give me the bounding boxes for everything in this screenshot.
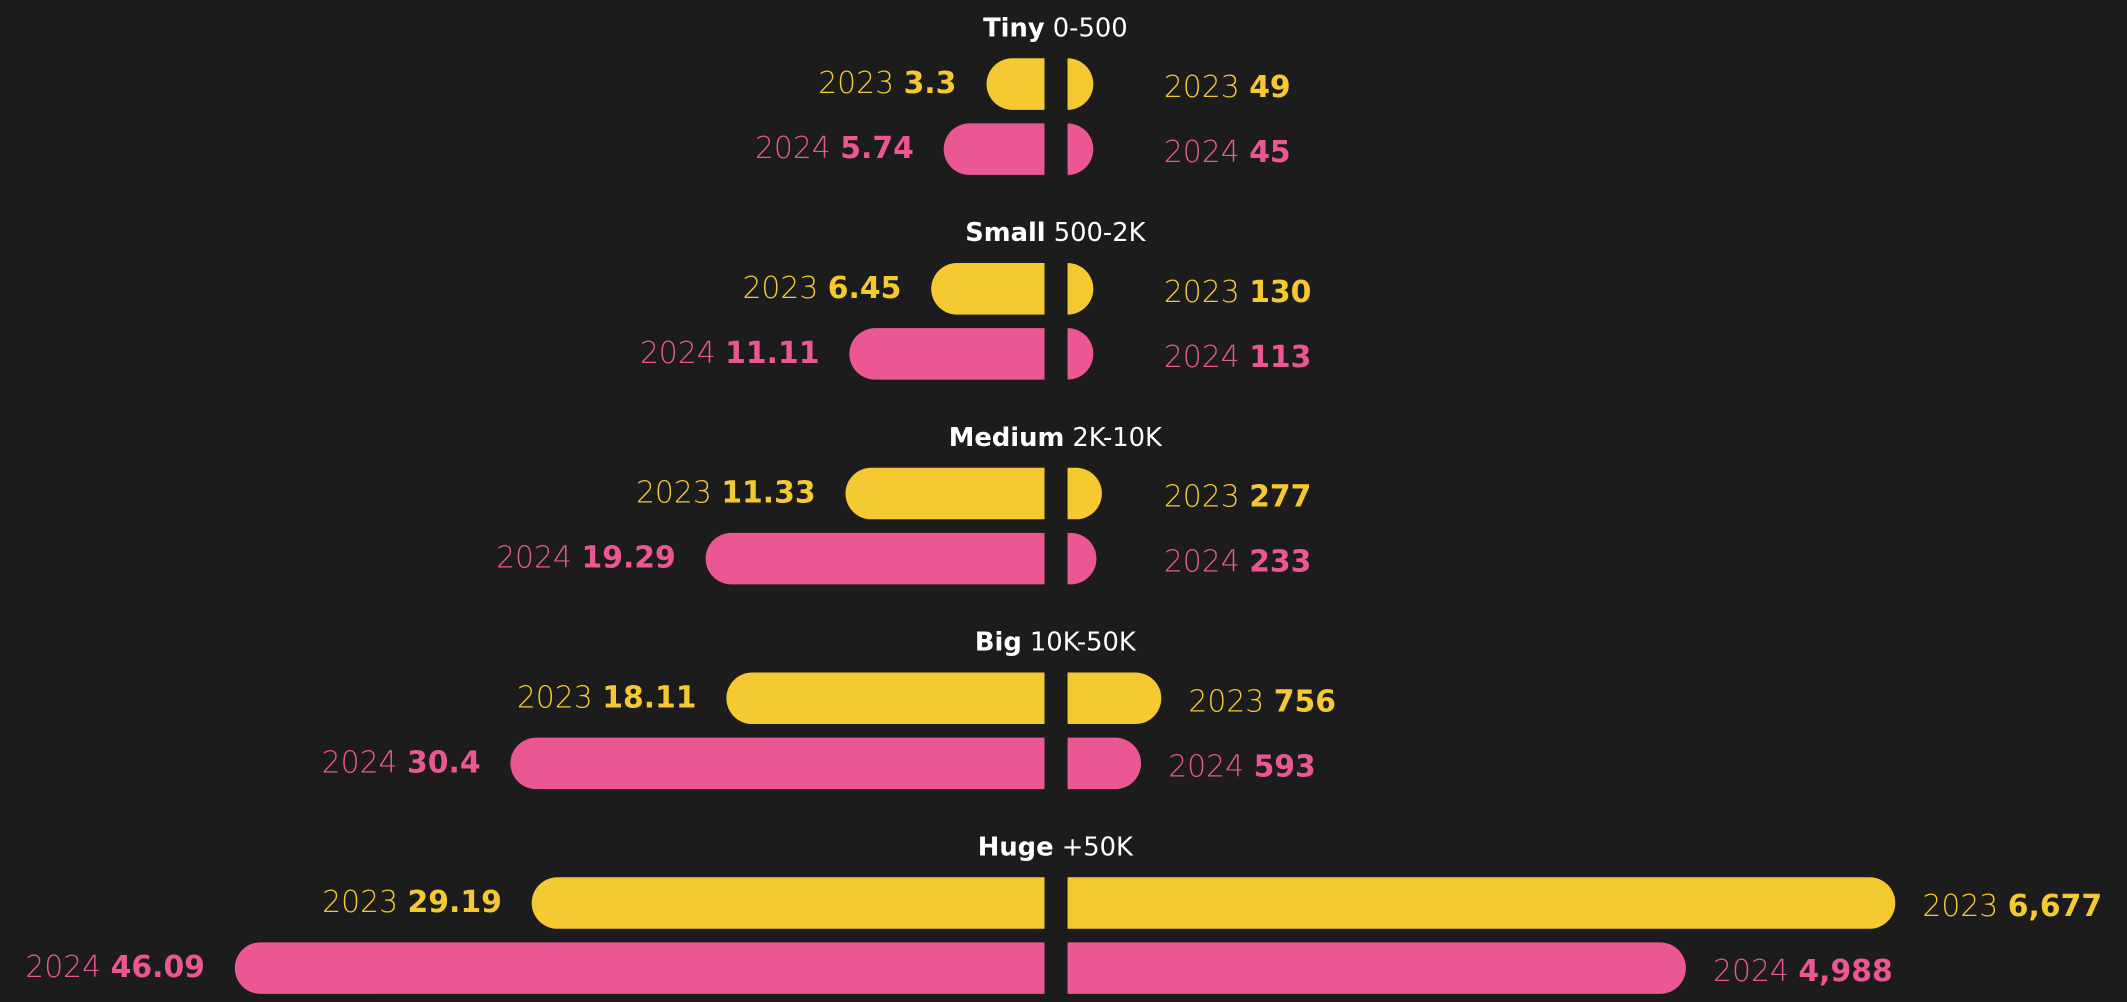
series-year: 2023 [1164, 479, 1240, 514]
category-title: Small 500-2K [965, 218, 1146, 248]
series-year: 2023 [517, 680, 593, 715]
value-label: 2024 19.29 [496, 540, 676, 575]
series-year: 2024 [496, 540, 572, 575]
value-label: 2023 130 [1164, 274, 1312, 309]
series-year: 2024 [25, 950, 101, 985]
value: 6,677 [2008, 889, 2102, 924]
value: 113 [1249, 339, 1311, 374]
category-name: Tiny [983, 13, 1045, 43]
value: 45 [1249, 135, 1291, 170]
bar-left [726, 672, 1045, 725]
value: 3.3 [904, 66, 957, 101]
value: 19.29 [581, 540, 675, 575]
bar-right [1067, 877, 1896, 929]
category-range: +50K [1062, 832, 1134, 862]
value-label: 2024 4,988 [1713, 954, 1893, 989]
category-name: Big [975, 627, 1022, 657]
category-name: Medium [949, 422, 1065, 452]
value-label: 2024 11.11 [640, 335, 820, 370]
bar-right [1067, 263, 1094, 315]
value: 49 [1249, 70, 1291, 105]
value-label: 2024 30.4 [322, 745, 481, 780]
value: 30.4 [407, 745, 481, 780]
value: 6.45 [828, 270, 902, 305]
bar-left [705, 532, 1045, 585]
series-year: 2023 [1922, 889, 1998, 924]
bar-right [1067, 467, 1102, 520]
bar-right [1067, 123, 1094, 175]
series-year: 2024 [755, 131, 831, 166]
series-year: 2024 [1164, 339, 1240, 374]
value-label: 2024 45 [1164, 135, 1291, 170]
bar-right [1067, 942, 1686, 994]
series-year: 2023 [1188, 684, 1264, 719]
value-label: 2024 233 [1164, 544, 1312, 579]
value: 4,988 [1798, 954, 1892, 989]
bar-left [510, 737, 1045, 790]
value: 11.33 [721, 475, 815, 510]
value: 5.74 [840, 131, 914, 166]
category-range: 0-500 [1053, 13, 1128, 43]
category-title: Medium 2K-10K [949, 422, 1163, 452]
series-year: 2024 [1164, 135, 1240, 170]
bar-left [234, 942, 1045, 994]
bar-right [1067, 58, 1094, 110]
value-label: 2024 5.74 [755, 131, 914, 166]
bar-left [986, 58, 1045, 110]
bar-right [1067, 737, 1142, 790]
bar-left [845, 467, 1045, 520]
series-year: 2023 [1164, 274, 1240, 309]
bar-left [531, 877, 1045, 929]
value-label: 2023 11.33 [636, 475, 816, 510]
value-label: 2023 18.11 [517, 680, 697, 715]
value-label: 2023 6.45 [742, 270, 901, 305]
category-title: Huge +50K [978, 832, 1134, 862]
value-label: 2024 593 [1168, 749, 1316, 784]
value: 18.11 [602, 680, 696, 715]
value-label: 2023 6,677 [1922, 889, 2102, 924]
series-year: 2023 [322, 885, 398, 920]
bar-left [931, 263, 1045, 315]
bar-left [849, 328, 1045, 380]
category-title: Big 10K-50K [975, 627, 1137, 657]
series-year: 2024 [1168, 749, 1244, 784]
series-year: 2024 [322, 745, 398, 780]
bar-right [1067, 328, 1094, 380]
category-name: Huge [978, 832, 1054, 862]
bar-right [1067, 532, 1097, 585]
value: 593 [1254, 749, 1316, 784]
category-title: Tiny 0-500 [983, 13, 1127, 43]
series-year: 2024 [1164, 544, 1240, 579]
value: 29.19 [408, 885, 502, 920]
value-label: 2023 756 [1188, 684, 1336, 719]
category-range: 2K-10K [1072, 422, 1163, 452]
value-label: 2023 277 [1164, 479, 1312, 514]
value: 233 [1249, 544, 1311, 579]
category-name: Small [965, 218, 1045, 248]
series-year: 2023 [742, 270, 818, 305]
series-year: 2024 [640, 335, 716, 370]
bar-left [943, 123, 1045, 175]
series-year: 2023 [1164, 70, 1240, 105]
category-range: 10K-50K [1030, 627, 1137, 657]
series-year: 2023 [818, 66, 894, 101]
value: 46.09 [111, 950, 205, 985]
series-year: 2024 [1713, 954, 1789, 989]
value-label: 2023 3.3 [818, 66, 956, 101]
value: 130 [1249, 274, 1311, 309]
category-range: 500-2K [1054, 218, 1147, 248]
value: 277 [1249, 479, 1311, 514]
value-label: 2024 113 [1164, 339, 1312, 374]
bar-right [1067, 672, 1162, 725]
value-label: 2024 46.09 [25, 950, 205, 985]
value: 756 [1274, 684, 1336, 719]
value-label: 2023 29.19 [322, 885, 502, 920]
value-label: 2023 49 [1164, 70, 1291, 105]
value: 11.11 [725, 335, 819, 370]
series-year: 2023 [636, 475, 712, 510]
